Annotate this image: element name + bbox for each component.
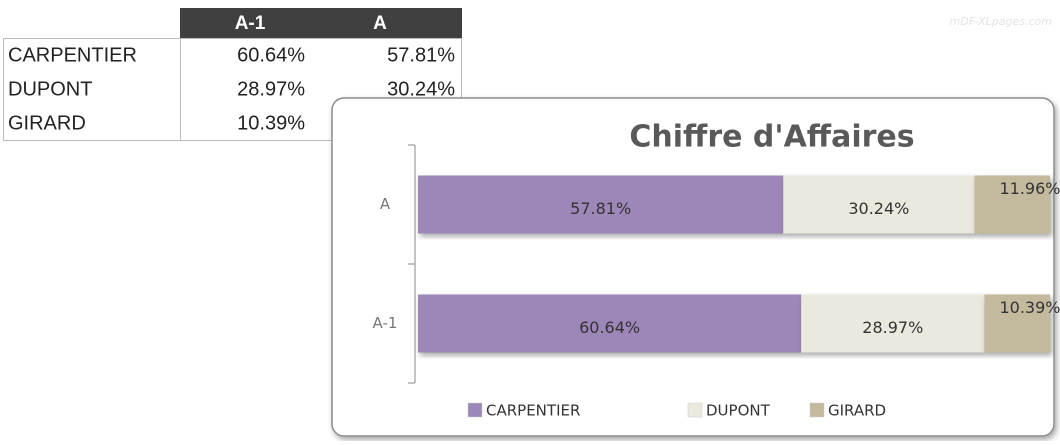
legend-label: DUPONT bbox=[706, 402, 771, 420]
data-label: 28.97% bbox=[862, 318, 923, 337]
legend-swatch bbox=[809, 402, 825, 418]
category-label: A bbox=[380, 195, 391, 213]
data-label: 60.64% bbox=[579, 318, 640, 337]
data-label: 10.39% bbox=[999, 298, 1060, 317]
cell-value: 30.24% bbox=[387, 78, 455, 100]
bar-segment bbox=[418, 175, 784, 234]
bar-segment bbox=[984, 294, 1050, 353]
cell-value: 57.81% bbox=[387, 44, 455, 66]
bar-segment bbox=[801, 294, 985, 353]
row-label: GIRARD bbox=[8, 112, 86, 134]
legend-label: CARPENTIER bbox=[486, 402, 580, 420]
column-header: A bbox=[373, 13, 387, 34]
spreadsheet: A-1 A CARPENTIER 60.64% 57.81% DUPONT 28.97% 30… bbox=[3, 8, 462, 141]
bar-segment bbox=[783, 175, 975, 234]
legend-label: GIRARD bbox=[828, 402, 886, 420]
row-label: CARPENTIER bbox=[8, 44, 137, 66]
cell-value: 10.39% bbox=[237, 112, 305, 134]
legend-swatch bbox=[467, 402, 483, 418]
chart-title: Chiffre d'Affaires bbox=[629, 120, 914, 155]
legend-swatch bbox=[687, 402, 703, 418]
data-label: 30.24% bbox=[848, 199, 909, 218]
column-header: A-1 bbox=[235, 13, 266, 34]
watermark: mDF-XLpages.com bbox=[950, 15, 1052, 28]
bar-segment bbox=[418, 294, 802, 353]
cell-value: 28.97% bbox=[237, 78, 305, 100]
data-label: 57.81% bbox=[570, 199, 631, 218]
header-band bbox=[180, 8, 462, 38]
category-label: A-1 bbox=[373, 314, 398, 332]
bar-segment bbox=[974, 175, 1050, 234]
table-border bbox=[3, 38, 462, 141]
cell-value: 60.64% bbox=[237, 44, 305, 66]
data-label: 11.96% bbox=[999, 179, 1060, 198]
row-label: DUPONT bbox=[8, 78, 92, 100]
